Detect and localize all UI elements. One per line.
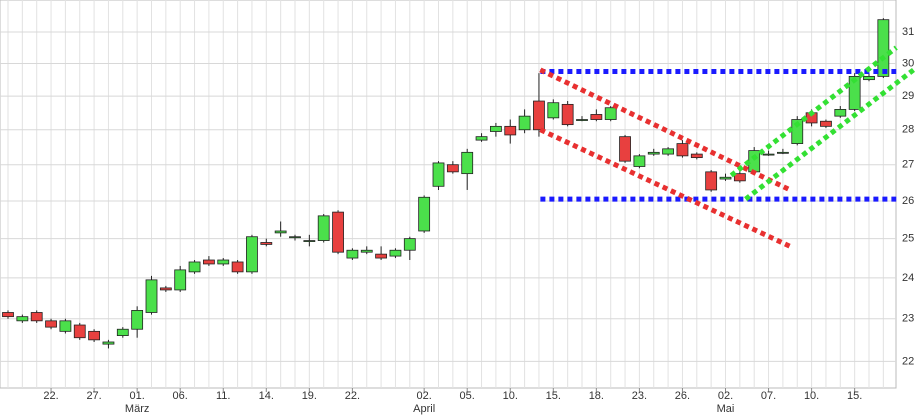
candle-body (131, 310, 144, 330)
y-tick-label: 30 (902, 57, 914, 69)
candle-body (848, 75, 861, 110)
candle-body (403, 238, 416, 251)
month-label: Mai (717, 403, 735, 415)
trend-line (729, 45, 898, 178)
candle-body (45, 320, 57, 328)
y-tick-label: 31 (902, 26, 914, 38)
y-tick-label: 27 (902, 159, 914, 171)
candle-body (604, 107, 617, 120)
candle-body (719, 176, 732, 180)
candle-body (73, 324, 86, 339)
candle-body (88, 330, 100, 341)
candle-body (59, 320, 72, 332)
candle-body (489, 125, 502, 132)
candle-body (418, 196, 431, 232)
y-tick-label: 24 (902, 272, 914, 284)
candle-body (375, 253, 388, 259)
candle-body (159, 287, 172, 291)
candle-body (303, 240, 316, 242)
candle-body (317, 215, 330, 241)
candle-body (360, 249, 373, 253)
x-tick-label: 14. (259, 390, 274, 402)
plot-area (0, 0, 897, 389)
candle-body (389, 249, 402, 257)
month-label: April (413, 403, 435, 415)
y-tick-label: 29 (902, 90, 914, 102)
x-tick-label: 11. (216, 390, 230, 402)
candle-body (820, 120, 832, 127)
x-tick-label: 02. (718, 390, 733, 402)
x-tick-label: 26. (675, 390, 690, 402)
candle-body (274, 230, 287, 234)
candle-body (145, 279, 158, 313)
y-tick-label: 22 (902, 355, 914, 367)
y-tick-label: 23 (902, 313, 914, 325)
x-tick-label: 07. (761, 390, 776, 402)
x-tick-label: 06. (173, 390, 188, 402)
x-tick-label: 27. (86, 390, 101, 402)
candle-body (762, 153, 775, 156)
candle-body (16, 316, 29, 322)
x-tick-label: 18. (589, 390, 604, 402)
x-tick-label: 05. (460, 390, 475, 402)
candle-body (188, 261, 201, 273)
candle-body (662, 148, 674, 155)
candle-body (834, 109, 847, 117)
candle-body (246, 236, 258, 273)
x-tick-label: 19. (302, 390, 317, 402)
candle-body (346, 249, 359, 259)
candle-body (102, 341, 115, 345)
trend-line (539, 67, 792, 193)
candle-body (676, 143, 689, 157)
candle-body (475, 136, 488, 141)
candle-body (647, 151, 660, 155)
candle-body (461, 151, 474, 175)
candle-body (231, 261, 244, 273)
x-tick-label: 10. (503, 390, 518, 402)
candle-body (116, 328, 129, 336)
x-tick-label: 22. (43, 390, 58, 402)
candle-body (733, 173, 746, 182)
x-tick-label: 10. (804, 390, 819, 402)
candle-body (877, 19, 890, 77)
candle-body (533, 100, 545, 131)
candle-body (576, 119, 588, 121)
y-tick-label: 26 (902, 195, 914, 207)
candle-body (705, 171, 718, 191)
x-tick-label: 15. (847, 390, 862, 402)
y-tick-label: 28 (902, 124, 914, 136)
x-tick-label: 15. (546, 390, 561, 402)
candle-body (590, 114, 603, 120)
candle-body (202, 259, 215, 265)
candle-body (289, 236, 301, 239)
candle-body (260, 242, 273, 245)
x-tick-label: 23. (632, 390, 647, 402)
candle-body (547, 102, 560, 119)
candle-body (2, 312, 14, 318)
candle-body (748, 150, 761, 173)
x-tick-label: 01. (130, 390, 145, 402)
candle-body (446, 164, 459, 173)
candle-body (777, 151, 789, 154)
candle-body (561, 103, 574, 126)
candle-body (217, 259, 230, 265)
candle-body (432, 162, 445, 187)
candle-body (633, 155, 646, 167)
candle-body (690, 153, 703, 159)
candle-body (504, 125, 517, 136)
candle-body (518, 115, 531, 131)
x-tick-label: 22. (345, 390, 360, 402)
candle-body (619, 136, 631, 162)
candle-body (30, 312, 43, 322)
candle-body (863, 75, 875, 81)
trend-line (539, 127, 792, 249)
x-tick-label: 02. (417, 390, 432, 402)
candle-body (332, 211, 344, 253)
month-label: März (125, 403, 149, 415)
y-tick-label: 25 (902, 233, 914, 245)
candle-body (174, 269, 187, 291)
